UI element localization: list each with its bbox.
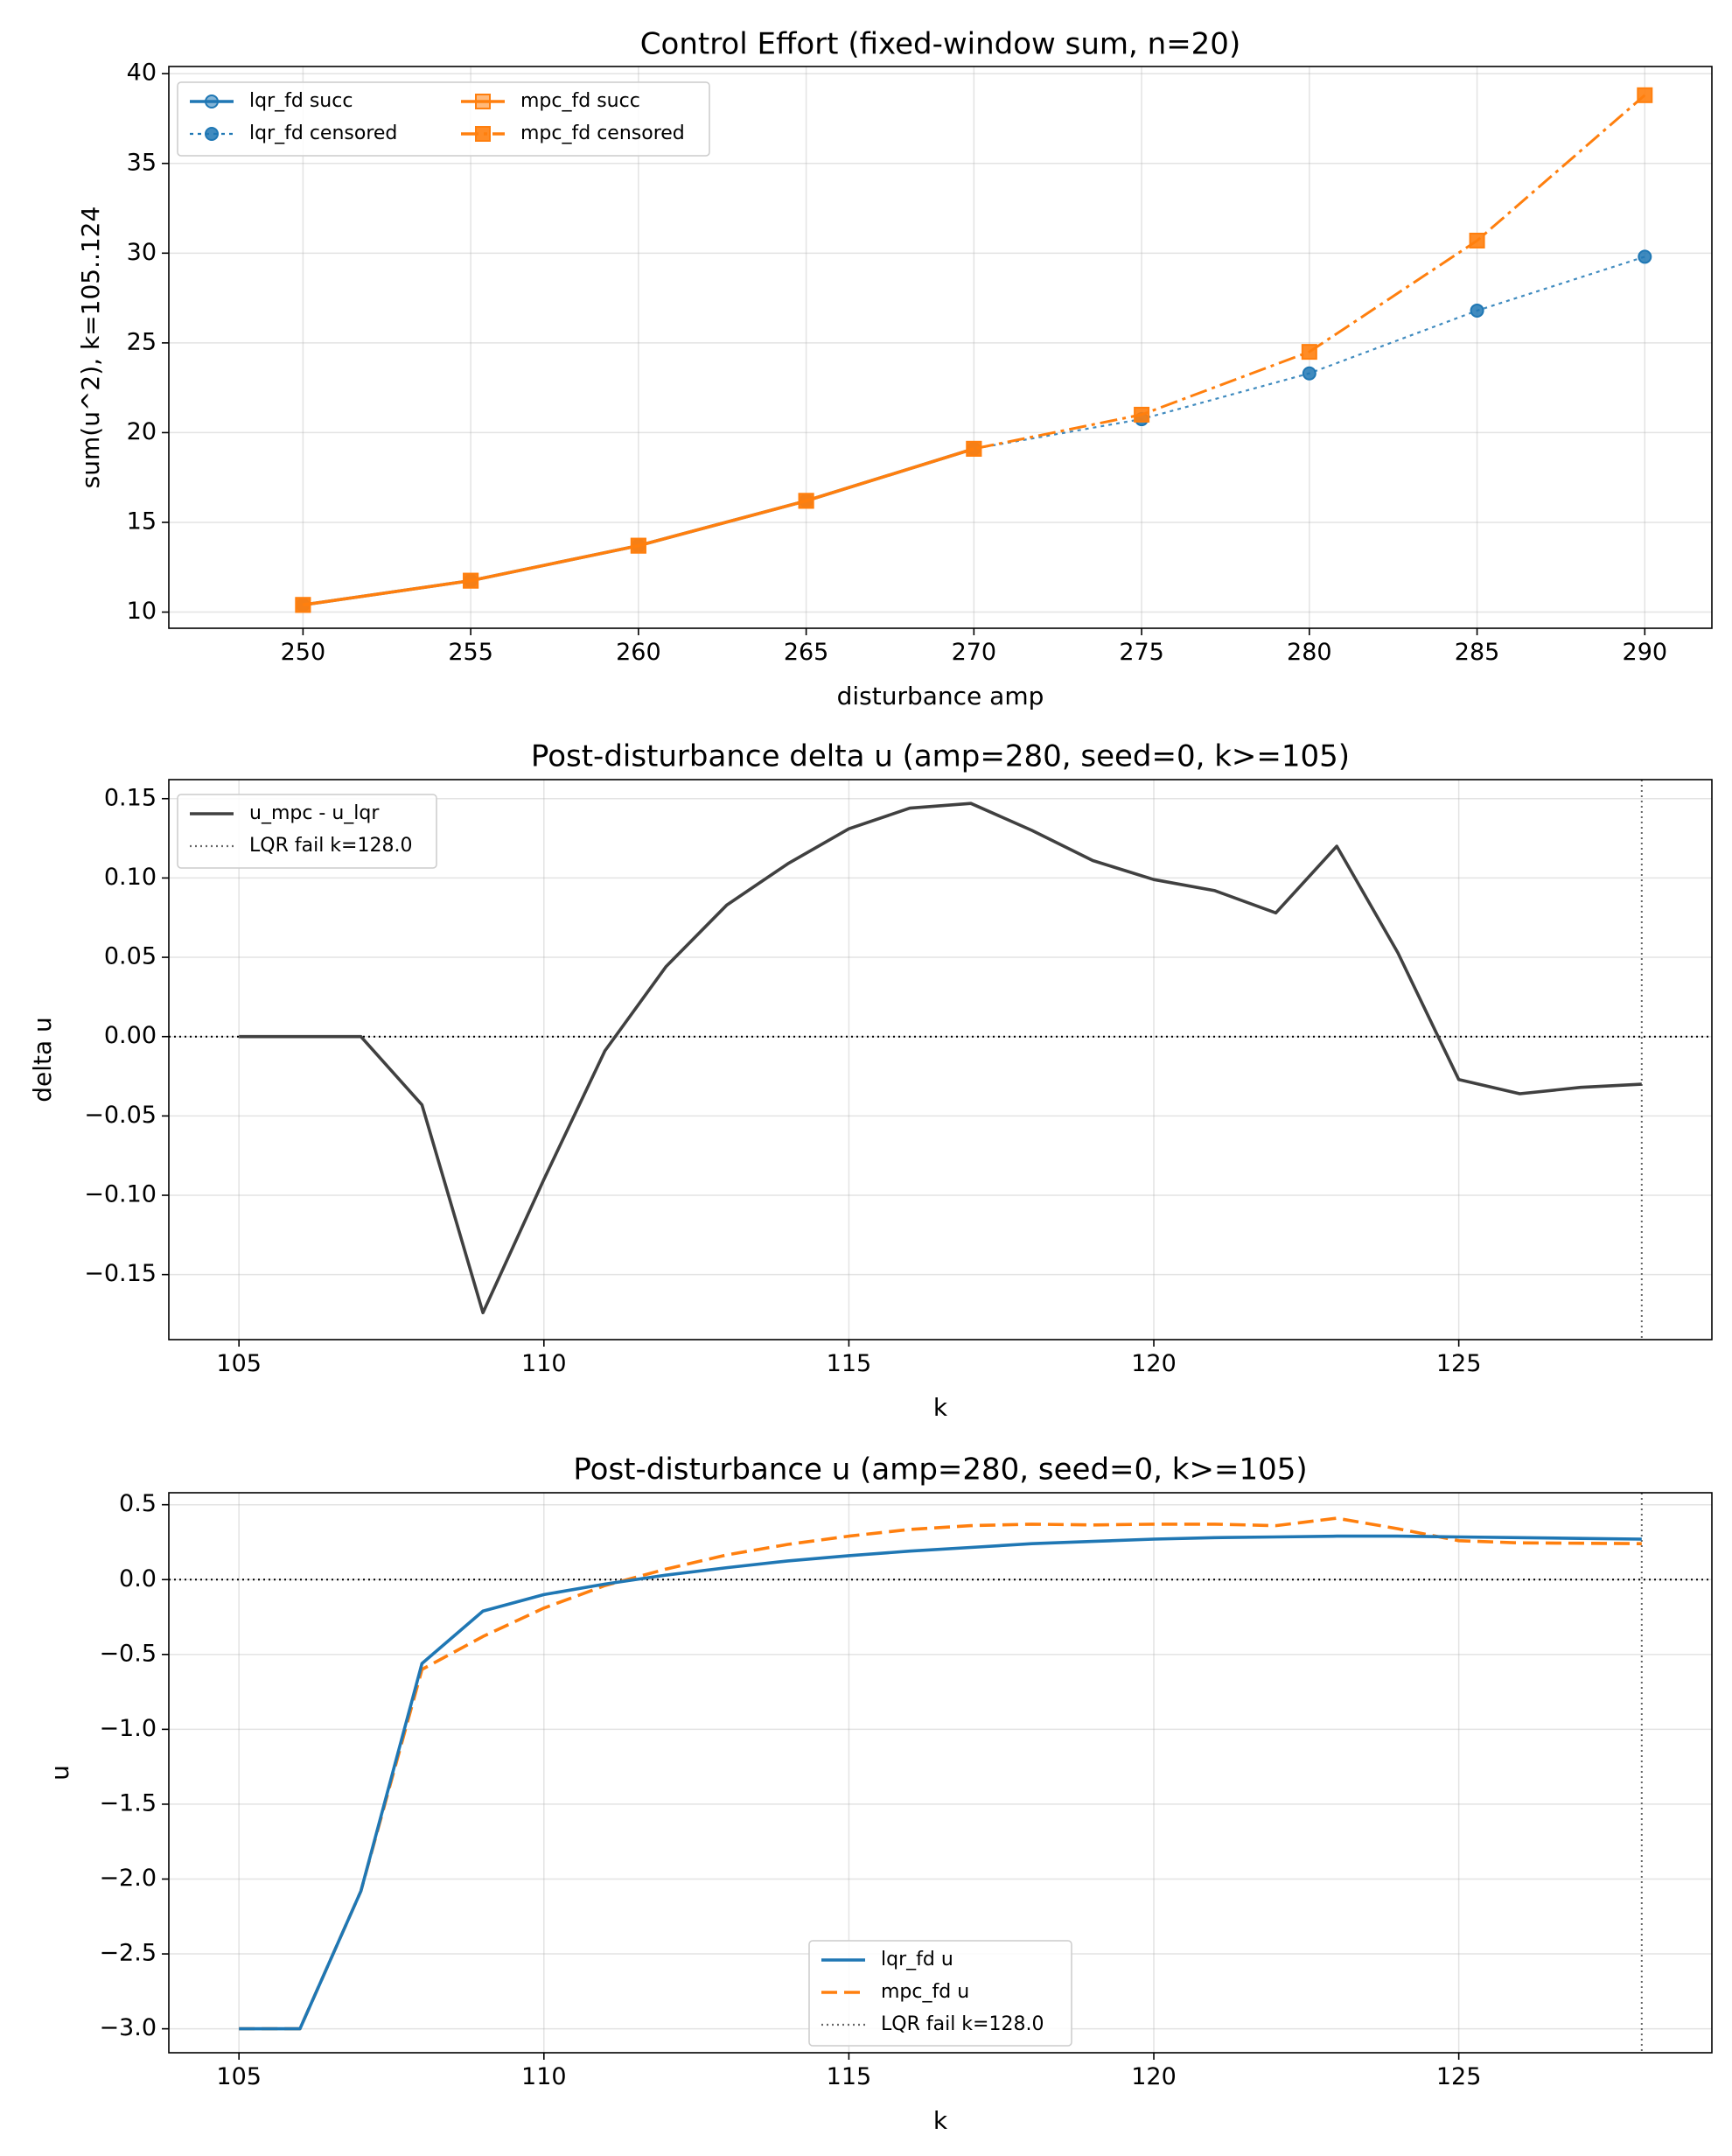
x-axis-label: k — [933, 1393, 948, 1422]
y-tick-label: 40 — [127, 60, 157, 87]
y-tick-label: 0.5 — [119, 1490, 157, 1517]
x-tick-label: 110 — [521, 1350, 567, 1377]
legend-label: mpc_fd succ — [520, 90, 640, 112]
x-tick-label: 250 — [281, 639, 326, 666]
x-tick-label: 125 — [1436, 1350, 1482, 1377]
y-tick-label: 20 — [127, 418, 157, 445]
x-tick-label: 120 — [1131, 1350, 1177, 1377]
y-axis-label: delta u — [28, 1017, 57, 1102]
data-point-mpc-fd-succ — [798, 493, 814, 509]
chart-3: Post-disturbance u (amp=280, seed=0, k>=… — [45, 1452, 1713, 2135]
y-tick-label: −1.0 — [99, 1715, 157, 1742]
y-tick-label: −0.05 — [84, 1102, 157, 1129]
legend-label: lqr_fd succ — [249, 90, 353, 112]
legend-marker — [205, 127, 219, 141]
legend-label: LQR fail k=128.0 — [881, 2013, 1044, 2035]
y-tick-label: −0.5 — [99, 1640, 157, 1667]
legend-marker — [205, 94, 219, 108]
data-point-lqr-fd-censored — [1638, 249, 1652, 264]
legend-label: lqr_fd u — [881, 1949, 953, 1970]
x-tick-label: 290 — [1623, 639, 1668, 666]
data-point-lqr-fd-censored — [1302, 366, 1316, 381]
legend: lqr_fd succ lqr_fd censored mpc_fd succ mpc… — [177, 81, 710, 157]
chart-2: Post-disturbance delta u (amp=280, seed=… — [28, 739, 1713, 1422]
y-tick-label: 15 — [127, 508, 157, 535]
legend-marker — [475, 94, 491, 109]
x-tick-label: 265 — [784, 639, 829, 666]
x-tick-label: 275 — [1119, 639, 1164, 666]
plot-area — [169, 1493, 1712, 2053]
x-tick-label: 285 — [1455, 639, 1500, 666]
y-tick-label: −0.10 — [84, 1181, 157, 1208]
x-tick-label: 260 — [616, 639, 661, 666]
y-tick-label: 25 — [127, 328, 157, 355]
plot-frame — [168, 779, 1713, 1340]
chart-title: Post-disturbance delta u (amp=280, seed=… — [531, 739, 1350, 774]
data-point-mpc-fd-succ — [295, 597, 311, 613]
y-tick-label: 30 — [127, 239, 157, 266]
x-axis-label: disturbance amp — [837, 682, 1044, 710]
series-line-mpc-fd-u — [239, 1516, 1642, 2031]
legend-box — [177, 794, 437, 869]
data-point-mpc-fd-succ — [966, 440, 982, 457]
y-tick-label: 35 — [127, 149, 157, 176]
legend: lqr_fd u mpc_fd u LQR fail k=128.0 — [808, 1940, 1072, 2047]
plot-frame — [168, 66, 1713, 629]
y-tick-label: 0.10 — [104, 864, 157, 891]
y-tick-label: −0.15 — [84, 1260, 157, 1287]
plot-frame — [168, 1492, 1713, 2054]
x-tick-label: 115 — [827, 2063, 872, 2090]
x-axis-label: k — [933, 2106, 948, 2135]
y-tick-label: 0.0 — [119, 1565, 157, 1592]
legend-label: u_mpc - u_lqr — [249, 802, 380, 824]
series-line-lqr-fd-u — [239, 1534, 1642, 2031]
y-tick-label: −3.0 — [99, 2014, 157, 2041]
y-tick-label: 0.05 — [104, 943, 157, 970]
data-point-mpc-fd-succ — [630, 537, 646, 554]
x-tick-label: 125 — [1436, 2063, 1482, 2090]
legend-label: LQR fail k=128.0 — [249, 835, 412, 857]
y-tick-label: −2.5 — [99, 1940, 157, 1967]
y-tick-label: 10 — [127, 598, 157, 625]
chart-title: Control Effort (fixed-window sum, n=20) — [640, 27, 1240, 62]
plot-area — [295, 87, 1653, 613]
x-tick-label: 105 — [216, 1350, 262, 1377]
plot-area — [169, 780, 1712, 1340]
x-tick-label: 280 — [1287, 639, 1332, 666]
legend-label: mpc_fd censored — [520, 122, 685, 144]
x-tick-label: 120 — [1131, 2063, 1177, 2090]
legend-marker — [475, 126, 491, 142]
data-point-lqr-fd-censored — [1470, 303, 1484, 318]
y-tick-label: 0.00 — [104, 1022, 157, 1049]
x-tick-label: 105 — [216, 2063, 262, 2090]
legend-label: mpc_fd u — [881, 1981, 969, 2003]
y-tick-label: −2.0 — [99, 1865, 157, 1892]
legend-box — [808, 1940, 1072, 2047]
y-axis-label: u — [45, 1765, 74, 1781]
data-point-mpc-fd-censored — [1469, 232, 1485, 248]
y-axis-label: sum(u^2), k=105..124 — [76, 206, 105, 489]
legend-label: lqr_fd censored — [249, 122, 397, 144]
data-point-mpc-fd-censored — [1301, 344, 1317, 360]
x-tick-label: 255 — [448, 639, 493, 666]
x-tick-label: 270 — [952, 639, 997, 666]
legend: u_mpc - u_lqr LQR fail k=128.0 — [177, 794, 437, 869]
data-point-mpc-fd-censored — [1134, 406, 1150, 423]
x-tick-label: 110 — [521, 2063, 567, 2090]
series-line-u-mpc-u-lqr — [239, 802, 1642, 1314]
chart-title: Post-disturbance u (amp=280, seed=0, k>=… — [573, 1452, 1307, 1488]
y-tick-label: 0.15 — [104, 784, 157, 811]
y-tick-label: −1.5 — [99, 1789, 157, 1816]
legend-box — [177, 81, 710, 157]
x-tick-label: 115 — [827, 1350, 872, 1377]
chart-1: Control Effort (fixed-window sum, n=20) 2… — [76, 27, 1713, 710]
data-point-mpc-fd-succ — [463, 572, 479, 589]
data-point-mpc-fd-censored — [1637, 87, 1653, 103]
